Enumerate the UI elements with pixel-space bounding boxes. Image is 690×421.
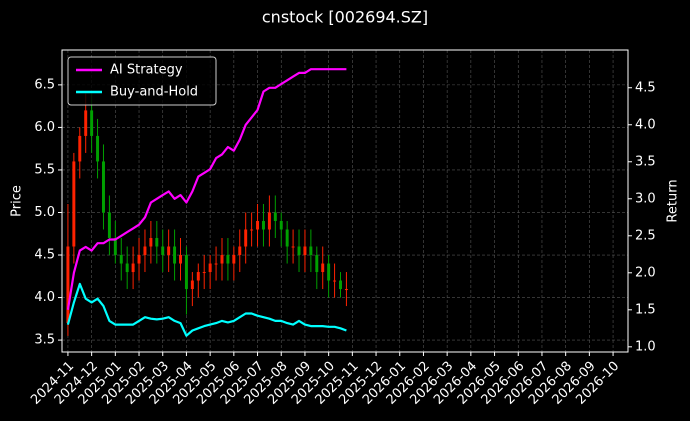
candle-body [196,272,200,281]
candle-body [208,263,212,273]
y2-tick-label: 3.0 [635,191,656,206]
candle-body [72,161,76,247]
candle-body [273,212,277,221]
y2-tick-label: 1.0 [635,339,656,354]
candle-body [291,246,295,248]
legend-label: Buy-and-Hold [110,85,198,100]
candle-body [137,255,141,264]
candle-body [84,110,88,136]
candle-body [226,255,230,264]
y-tick-label: 5.0 [34,205,55,220]
line-series [66,68,347,310]
y2-tick-label: 1.5 [635,302,656,317]
candle-body [297,246,301,256]
plot-frame [61,49,629,353]
candle-body [173,246,177,264]
candle-body [143,246,147,256]
y2-tick-label: 3.5 [635,154,656,169]
candle-body [214,263,218,265]
candle-body [202,272,206,274]
candle-body [96,135,100,162]
candle-body [344,289,348,291]
candle-body [315,255,319,273]
candle-body [101,161,105,213]
y-tick-label: 4.5 [34,248,55,263]
candle-body [119,255,123,264]
candle-body [279,220,283,230]
candle-body [167,246,171,256]
legend-label: AI Strategy [110,63,183,78]
candle-body [238,246,242,256]
y-tick-label: 6.0 [34,120,55,135]
y2-tick-label: 4.5 [635,80,656,95]
candle-body [155,238,159,247]
candle-body [125,263,129,273]
candle-body [321,263,325,273]
y-tick-label: 4.0 [34,290,55,305]
candle-body [90,110,94,136]
candle-body [232,255,236,264]
candle-body [184,255,188,290]
y-axis-label: Price [10,185,25,217]
candle-body [190,280,194,290]
candle-body [303,246,307,256]
candle-body [179,255,182,264]
legend-box [67,56,217,106]
candle-body [267,212,271,230]
candle-body [333,280,337,282]
candle-body [285,229,289,247]
candle-body [113,238,117,256]
candle-body [339,280,342,290]
candle-body [327,263,331,281]
y2-axis-label: Return [666,179,681,222]
y-tick-label: 6.5 [34,77,55,92]
candle-body [220,255,224,264]
candle-body [161,246,165,256]
candle-body [309,246,313,256]
y-tick-label: 5.5 [34,162,55,177]
candle-body [131,263,135,273]
y2-tick-label: 2.5 [635,228,656,243]
y-tick-label: 3.5 [34,333,55,348]
candle-body [149,238,153,247]
candle-body [250,229,254,231]
y2-tick-label: 4.0 [635,117,656,132]
candle-body [78,135,82,162]
candle-body [256,220,260,230]
line-series [66,282,347,337]
chart-title: cnstock [002694.SZ] [262,8,428,27]
candle-body [107,212,111,239]
candle-body [66,246,70,324]
candle-body [244,229,248,247]
candle-body [261,220,265,230]
y2-tick-label: 2.0 [635,265,656,280]
